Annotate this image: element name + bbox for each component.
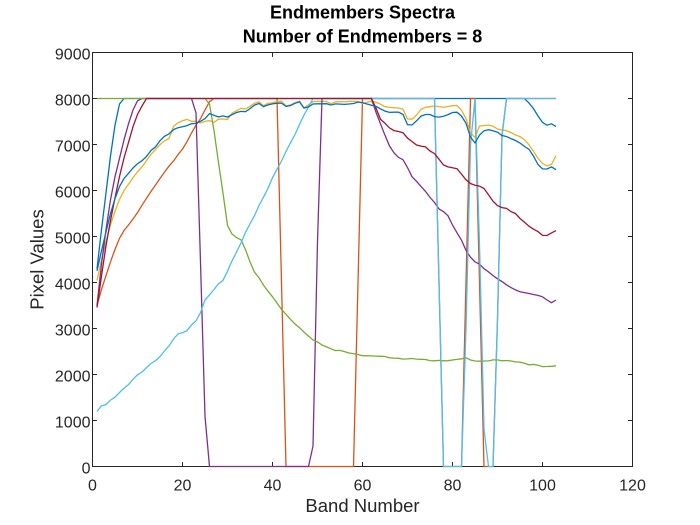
svg-text:3000: 3000 bbox=[55, 323, 91, 340]
svg-text:Endmembers Spectra: Endmembers Spectra bbox=[270, 3, 456, 23]
svg-text:0: 0 bbox=[88, 478, 97, 495]
svg-text:60: 60 bbox=[354, 478, 372, 495]
svg-text:9000: 9000 bbox=[55, 47, 91, 64]
svg-text:Pixel Values: Pixel Values bbox=[27, 209, 48, 309]
svg-text:6000: 6000 bbox=[55, 185, 91, 202]
svg-text:100: 100 bbox=[529, 478, 556, 495]
svg-text:40: 40 bbox=[264, 478, 282, 495]
svg-text:Number of Endmembers = 8: Number of Endmembers = 8 bbox=[243, 27, 483, 47]
svg-text:120: 120 bbox=[619, 478, 646, 495]
svg-text:8000: 8000 bbox=[55, 93, 91, 110]
svg-text:80: 80 bbox=[444, 478, 462, 495]
svg-text:0: 0 bbox=[82, 461, 91, 478]
svg-text:1000: 1000 bbox=[55, 415, 91, 432]
svg-text:20: 20 bbox=[174, 478, 192, 495]
svg-text:2000: 2000 bbox=[55, 369, 91, 386]
svg-text:Band Number: Band Number bbox=[305, 495, 419, 516]
svg-text:7000: 7000 bbox=[55, 139, 91, 156]
svg-text:5000: 5000 bbox=[55, 231, 91, 248]
svg-text:4000: 4000 bbox=[55, 277, 91, 294]
